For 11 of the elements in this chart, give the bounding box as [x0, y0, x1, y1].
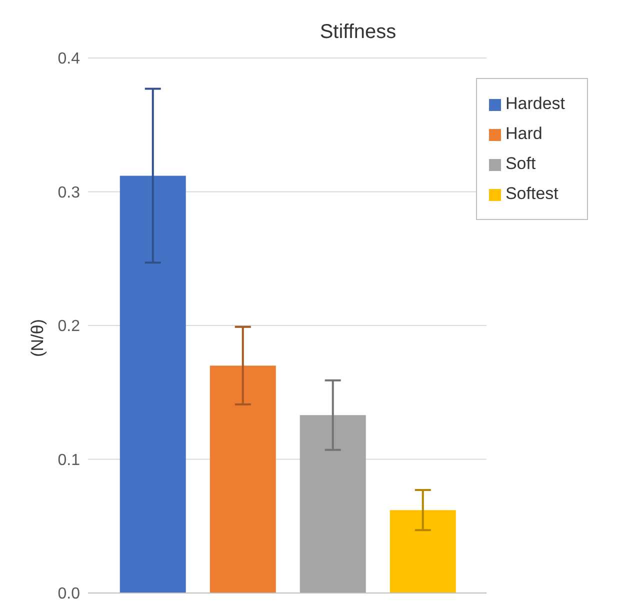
legend-label: Soft: [505, 154, 536, 173]
y-axis-title: (N/θ): [28, 319, 47, 357]
y-tick-label: 0.0: [58, 586, 80, 603]
y-tick-label: 0.1: [58, 452, 80, 469]
legend-label: Hardest: [505, 94, 565, 113]
legend-label: Hard: [505, 124, 542, 143]
y-tick-label: 0.2: [58, 318, 80, 336]
chart-title: Stiffness: [320, 21, 396, 43]
y-tick-label: 0.4: [58, 50, 80, 68]
legend-label: Softest: [505, 184, 558, 203]
y-tick-label: 0.3: [58, 184, 80, 202]
